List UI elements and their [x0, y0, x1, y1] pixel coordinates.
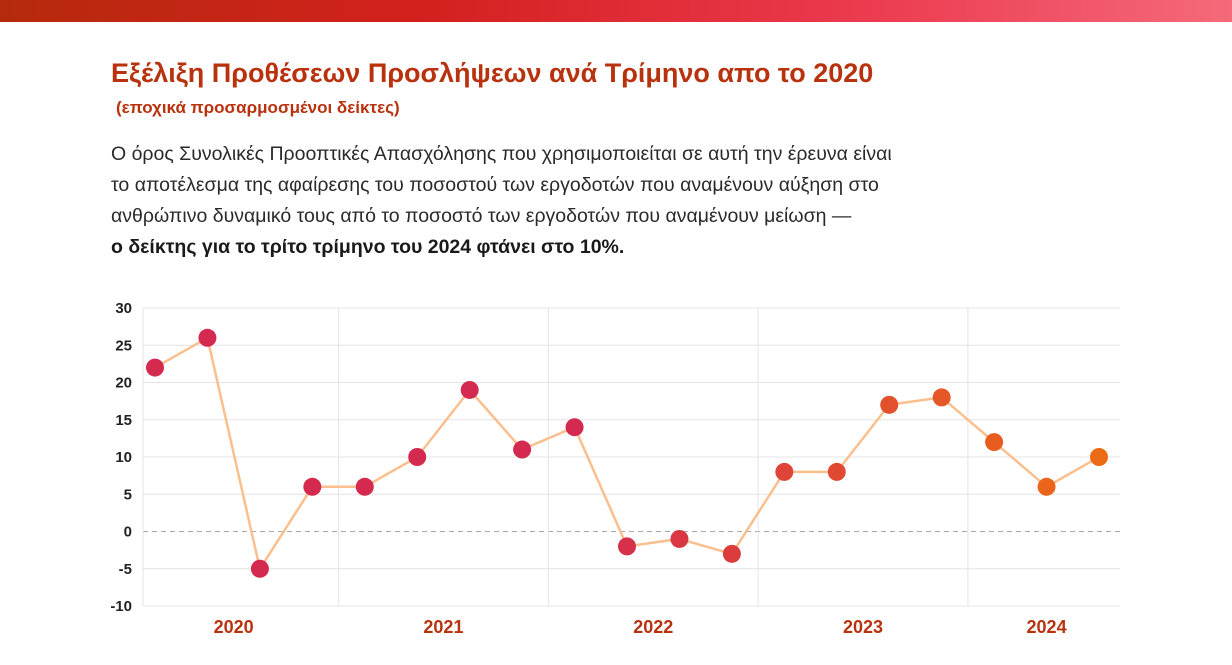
x-tick-label: 2023	[843, 617, 883, 637]
y-tick-label: 15	[115, 412, 132, 429]
description-line: Ο όρος Συνολικές Προοπτικές Απασχόλησης …	[111, 143, 892, 165]
series-line	[154, 336, 1100, 571]
description-highlight: ο δείκτης για το τρίτο τρίμηνο του 2024 …	[111, 236, 625, 258]
data-point	[1037, 477, 1056, 496]
data-point	[355, 477, 374, 496]
data-point	[775, 462, 794, 481]
y-tick-label: 10	[115, 449, 132, 466]
hiring-intentions-line-chart: 30 25 20 15 10 5 0 -5 -10 2020 2021 2022 2023 2024	[110, 300, 1120, 637]
description-line: το αποτέλεσμα της αφαίρεσης του ποσοστού…	[111, 174, 879, 196]
y-axis: 30 25 20 15 10 5 0 -5 -10	[110, 300, 132, 615]
grid	[142, 307, 1120, 607]
data-point	[513, 440, 532, 459]
y-tick-label: 20	[115, 375, 132, 392]
x-axis: 2020 2021 2022 2023 2024	[214, 617, 1067, 637]
data-point	[303, 477, 322, 496]
y-tick-label: 25	[115, 337, 132, 354]
y-tick-label: -10	[110, 598, 132, 615]
data-point	[146, 358, 164, 377]
page-subtitle: (εποχικά προσαρμοσμένοι δείκτες)	[116, 98, 400, 117]
data-points	[146, 328, 1108, 578]
data-point	[880, 395, 899, 414]
y-tick-label: 0	[124, 524, 132, 541]
data-point	[670, 529, 689, 548]
data-point	[722, 544, 741, 563]
data-point	[565, 418, 584, 437]
page-title: Εξέλιξη Προθέσεων Προσλήψεων ανά Τρίμηνο…	[111, 58, 874, 88]
data-point	[985, 433, 1004, 452]
data-point	[932, 388, 951, 407]
top-gradient-bar	[0, 0, 1232, 22]
x-tick-label: 2024	[1027, 617, 1067, 637]
data-point	[1090, 448, 1108, 466]
x-tick-label: 2022	[633, 617, 673, 637]
data-point	[827, 462, 846, 481]
description-paragraph: Ο όρος Συνολικές Προοπτικές Απασχόλησης …	[111, 139, 1111, 263]
y-tick-label: 5	[124, 486, 132, 503]
data-point	[460, 380, 479, 399]
description-line: ανθρώπινο δυναμικό τους από το ποσοστό τ…	[111, 205, 852, 227]
x-tick-label: 2021	[423, 617, 463, 637]
data-point	[250, 559, 269, 578]
data-point	[198, 328, 217, 347]
data-point	[408, 448, 427, 466]
x-tick-label: 2020	[214, 617, 254, 637]
series-line-layer	[154, 336, 1100, 571]
y-tick-label: 30	[115, 300, 132, 317]
y-tick-label: -5	[119, 561, 132, 578]
data-point	[618, 537, 636, 556]
